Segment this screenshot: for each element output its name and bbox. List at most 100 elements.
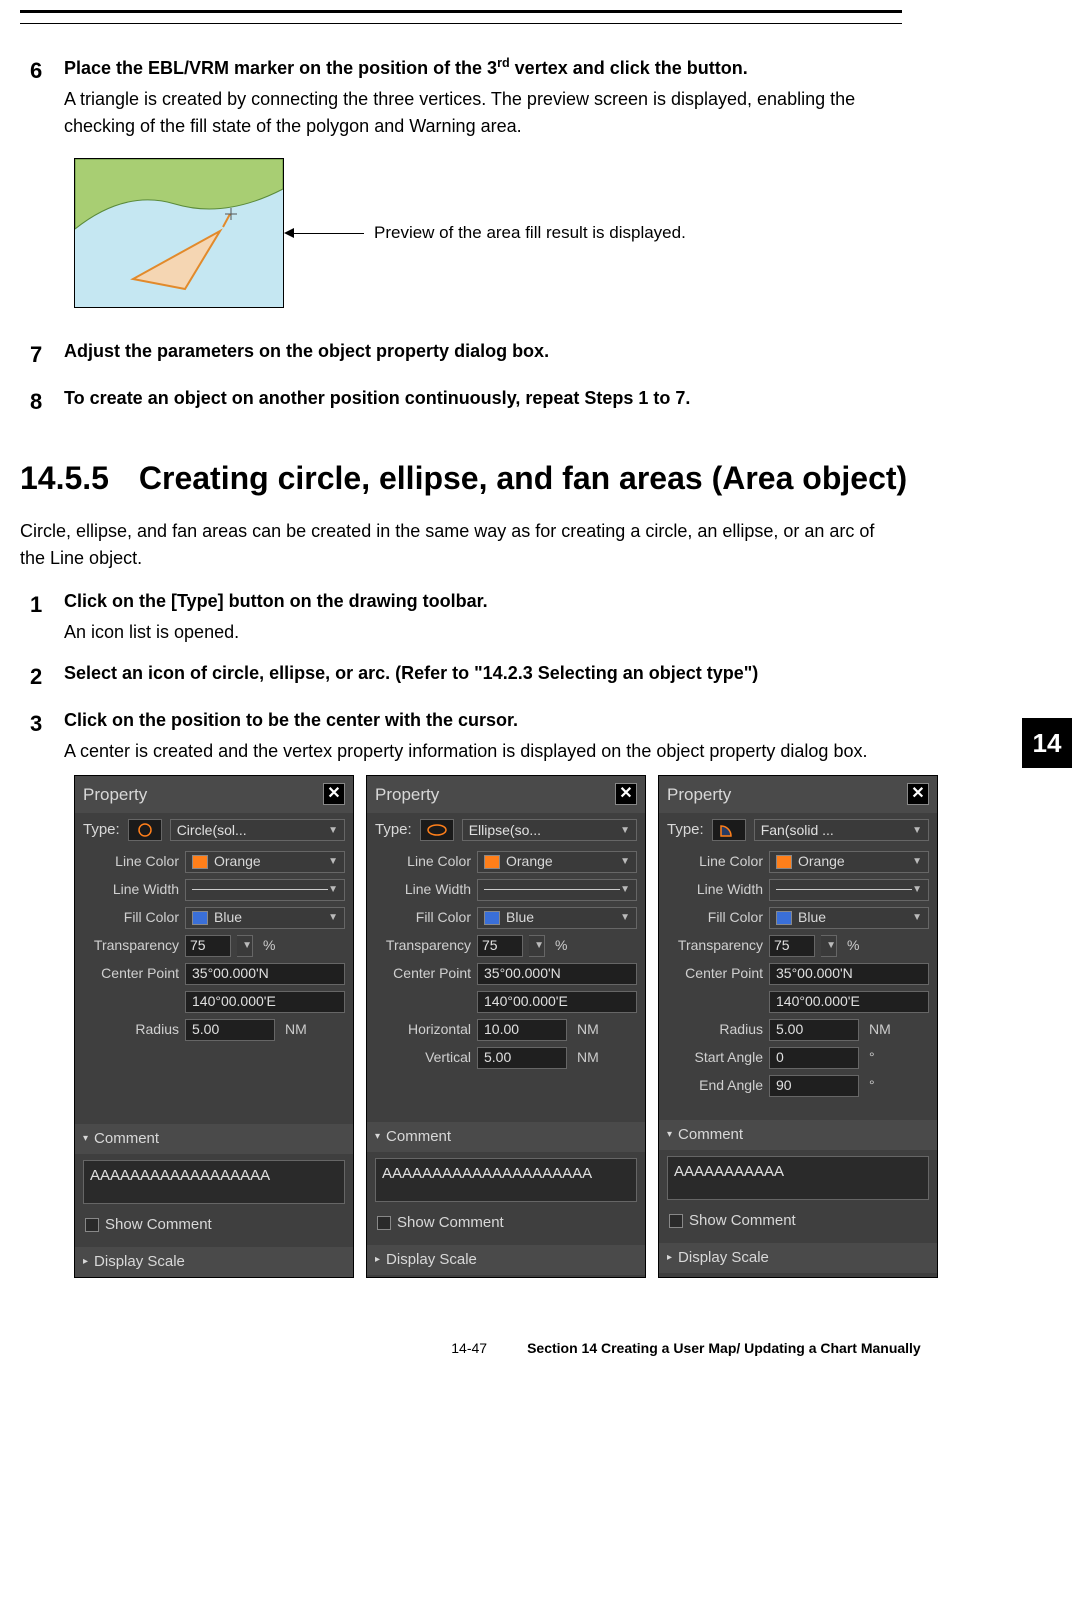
transparency-dropdown[interactable]: ▼: [529, 935, 545, 957]
type-label: Type:: [83, 819, 120, 842]
transparency-dropdown[interactable]: ▼: [821, 935, 837, 957]
show-comment-checkbox[interactable]: [669, 1214, 683, 1228]
field-label: Radius: [667, 1019, 763, 1040]
fill-color-dropdown[interactable]: Blue ▼: [769, 907, 929, 929]
pct-unit: %: [263, 935, 275, 956]
panel-gap: [367, 1072, 645, 1122]
line-width-dropdown[interactable]: ▼: [477, 879, 637, 901]
comment-section-bar[interactable]: ▾ Comment: [367, 1122, 645, 1153]
line-width-row: Line Width ▼: [659, 876, 937, 904]
field-input[interactable]: 10.00: [477, 1019, 567, 1041]
type-icon[interactable]: [128, 819, 162, 841]
fill-color-label: Fill Color: [375, 907, 471, 928]
field-row-radius: Radius 5.00 NM: [75, 1016, 353, 1044]
top-rule-thick: [20, 10, 902, 13]
transparency-input[interactable]: 75: [185, 935, 231, 957]
field-input[interactable]: 0: [769, 1047, 859, 1069]
field-unit: NM: [577, 1019, 599, 1040]
lat-input[interactable]: 35°00.000'N: [477, 963, 637, 985]
display-scale-section-bar[interactable]: ▸ Display Scale: [75, 1247, 353, 1278]
top-rule-thin: [20, 23, 902, 24]
comment-section-bar[interactable]: ▾ Comment: [659, 1120, 937, 1151]
line-color-dropdown[interactable]: Orange ▼: [185, 851, 345, 873]
step-3-desc: A center is created and the vertex prope…: [64, 738, 902, 765]
line-color-row: Line Color Orange ▼: [75, 848, 353, 876]
transparency-input[interactable]: 75: [769, 935, 815, 957]
blue-swatch-icon: [484, 911, 500, 925]
chevron-down-icon: ▼: [328, 910, 338, 925]
field-unit: °: [869, 1075, 875, 1096]
comment-textarea[interactable]: AAAAAAAAAAAAAAAAAAAAA: [375, 1158, 637, 1202]
fill-color-dropdown[interactable]: Blue ▼: [185, 907, 345, 929]
comment-textarea[interactable]: AAAAAAAAAAAAAAAAAA: [83, 1160, 345, 1204]
lat-input[interactable]: 35°00.000'N: [769, 963, 929, 985]
show-comment-checkbox[interactable]: [377, 1216, 391, 1230]
type-dropdown[interactable]: Fan(solid ... ▼: [754, 819, 929, 841]
line-color-value: Orange: [798, 851, 845, 872]
comment-label: Comment: [94, 1128, 159, 1151]
orange-swatch-icon: [192, 855, 208, 869]
step-8: 8 To create an object on another positio…: [20, 385, 1072, 418]
display-scale-section-bar[interactable]: ▸ Display Scale: [367, 1245, 645, 1276]
preview-image: [74, 158, 284, 308]
caret-down-icon: ▾: [83, 1131, 88, 1146]
close-button[interactable]: ✕: [907, 783, 929, 805]
field-label: End Angle: [667, 1075, 763, 1096]
comment-textarea[interactable]: AAAAAAAAAAA: [667, 1156, 929, 1200]
step-6-desc: A triangle is created by connecting the …: [64, 86, 902, 140]
line-color-label: Line Color: [83, 851, 179, 872]
lon-input[interactable]: 140°00.000'E: [769, 991, 929, 1013]
field-input[interactable]: 5.00: [769, 1019, 859, 1041]
type-row: Type: Circle(sol... ▼: [75, 813, 353, 848]
panel-header: Property ✕: [659, 776, 937, 814]
line-color-label: Line Color: [667, 851, 763, 872]
line-color-dropdown[interactable]: Orange ▼: [769, 851, 929, 873]
panel-title: Property: [667, 782, 731, 808]
type-value: Ellipse(so...: [469, 820, 541, 841]
line-preview-icon: [776, 889, 912, 890]
property-panel-1: Property ✕ Type: Ellipse(so... ▼ Line Co…: [366, 775, 646, 1279]
lat-input[interactable]: 35°00.000'N: [185, 963, 345, 985]
lon-input[interactable]: 140°00.000'E: [477, 991, 637, 1013]
line-color-dropdown[interactable]: Orange ▼: [477, 851, 637, 873]
close-button[interactable]: ✕: [615, 783, 637, 805]
line-width-dropdown[interactable]: ▼: [185, 879, 345, 901]
show-comment-checkbox[interactable]: [85, 1218, 99, 1232]
line-color-row: Line Color Orange ▼: [367, 848, 645, 876]
type-icon[interactable]: [420, 819, 454, 841]
field-input[interactable]: 5.00: [185, 1019, 275, 1041]
transparency-input[interactable]: 75: [477, 935, 523, 957]
field-input[interactable]: 90: [769, 1075, 859, 1097]
line-color-row: Line Color Orange ▼: [659, 848, 937, 876]
type-dropdown[interactable]: Ellipse(so... ▼: [462, 819, 637, 841]
comment-section-bar[interactable]: ▾ Comment: [75, 1124, 353, 1155]
chevron-down-icon: ▼: [620, 823, 630, 838]
type-row: Type: Fan(solid ... ▼: [659, 813, 937, 848]
type-icon[interactable]: [712, 819, 746, 841]
show-comment-row: Show Comment: [659, 1206, 937, 1243]
chevron-down-icon: ▼: [826, 938, 836, 953]
line-color-value: Orange: [506, 851, 553, 872]
display-scale-section-bar[interactable]: ▸ Display Scale: [659, 1243, 937, 1274]
field-unit: NM: [577, 1047, 599, 1068]
fill-color-label: Fill Color: [83, 907, 179, 928]
close-button[interactable]: ✕: [323, 783, 345, 805]
lon-input[interactable]: 140°00.000'E: [185, 991, 345, 1013]
fill-color-dropdown[interactable]: Blue ▼: [477, 907, 637, 929]
type-dropdown[interactable]: Circle(sol... ▼: [170, 819, 345, 841]
show-comment-row: Show Comment: [367, 1208, 645, 1245]
field-input[interactable]: 5.00: [477, 1047, 567, 1069]
orange-swatch-icon: [484, 855, 500, 869]
step-8-body: To create an object on another position …: [64, 385, 1072, 418]
fill-color-row: Fill Color Blue ▼: [367, 904, 645, 932]
fill-color-label: Fill Color: [667, 907, 763, 928]
orange-swatch-icon: [776, 855, 792, 869]
fill-color-value: Blue: [798, 907, 826, 928]
preview-pointer-line: [294, 233, 364, 234]
field-label: Vertical: [375, 1047, 471, 1068]
pct-unit: %: [847, 935, 859, 956]
transparency-dropdown[interactable]: ▼: [237, 935, 253, 957]
line-width-dropdown[interactable]: ▼: [769, 879, 929, 901]
property-panel-0: Property ✕ Type: Circle(sol... ▼ Line Co…: [74, 775, 354, 1279]
transparency-row: Transparency 75 ▼ %: [659, 932, 937, 960]
